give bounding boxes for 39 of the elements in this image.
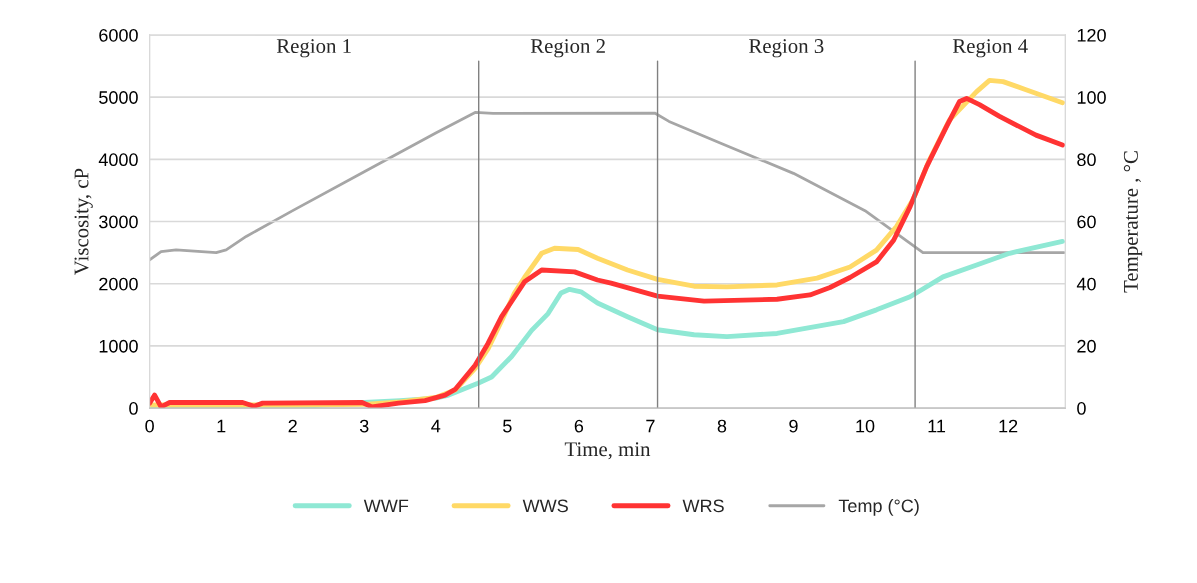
x-tick-label: 0 [145, 419, 154, 433]
y-tick-label: 0 [129, 402, 138, 415]
y-tick-label: 2000 [99, 277, 138, 291]
legend-label: WWF [363, 499, 409, 513]
x-axis-title: Time, min [564, 442, 651, 460]
x-tick-label: 1 [217, 419, 226, 433]
legend-label: WRS [682, 499, 724, 513]
y-tick-label: 6000 [99, 28, 138, 42]
y2-tick-label: 40 [1076, 277, 1096, 291]
x-tick-label: 12 [999, 419, 1018, 433]
x-tick-label: 9 [789, 419, 798, 433]
x-tick-label: 4 [431, 419, 441, 433]
annotation: Region 3 [749, 39, 824, 58]
x-tick-label: 7 [646, 419, 655, 433]
x-tick-label: 5 [503, 419, 512, 433]
x-tick-label: 6 [574, 419, 584, 433]
legend-label: WWS [522, 499, 568, 513]
y2-axis-title: Temperature , °C [1123, 151, 1143, 293]
y-axis-title: Viscosity, cP [74, 168, 93, 275]
y2-tick-label: 0 [1077, 402, 1086, 415]
x-tick-label: 8 [717, 419, 727, 433]
y2-tick-label: 120 [1077, 28, 1106, 42]
y2-tick-label: 60 [1077, 215, 1096, 229]
y-tick-label: 1000 [99, 339, 138, 353]
annotation: Region 4 [952, 39, 1028, 58]
x-tick-label: 3 [359, 419, 369, 433]
y2-tick-label: 100 [1077, 91, 1106, 104]
y-tick-label: 4000 [98, 153, 138, 167]
x-tick-label: 10 [856, 419, 875, 433]
legend-label: Temp (°C) [838, 498, 919, 516]
y2-tick-label: 20 [1077, 339, 1096, 353]
x-tick-label: 11 [928, 419, 946, 433]
annotation: Region 2 [530, 39, 605, 58]
x-tick-label: 2 [288, 419, 297, 433]
line-series [149, 111, 1066, 262]
y-tick-label: 3000 [99, 215, 138, 229]
annotation: Region 1 [276, 39, 351, 58]
y2-tick-label: 80 [1077, 153, 1096, 167]
y-tick-label: 5000 [99, 91, 138, 104]
